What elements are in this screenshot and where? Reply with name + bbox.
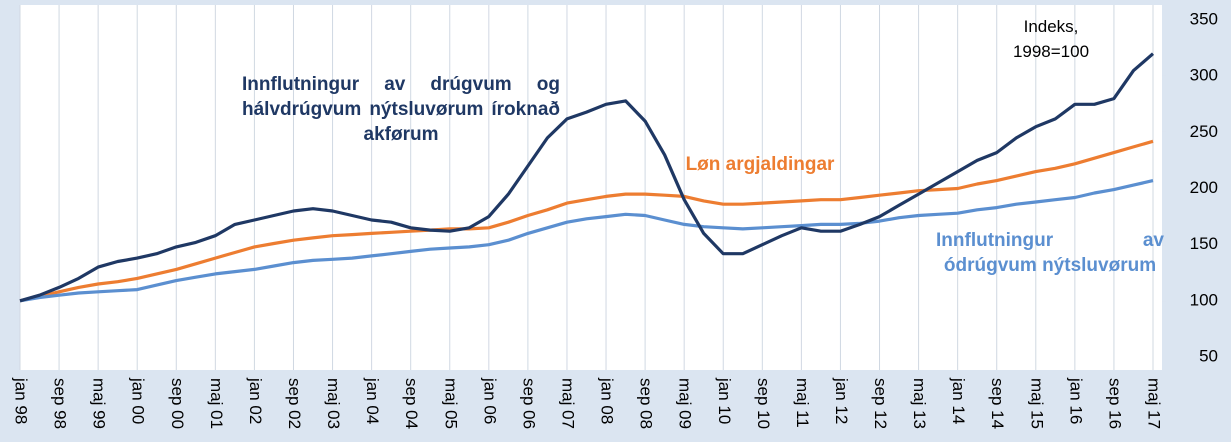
x-tick-label: sep 02: [285, 378, 304, 429]
series-label: Innflutningur av drúgvum og hálvdrúgvum …: [242, 74, 560, 145]
x-tick-label: sep 00: [168, 378, 187, 429]
x-tick-label: sep 04: [402, 378, 421, 429]
x-tick-label: maj 03: [324, 378, 343, 429]
x-tick-label: jan 08: [598, 377, 617, 424]
x-tick-label: maj 99: [90, 378, 109, 429]
x-tick-label: sep 98: [51, 378, 70, 429]
x-tick-label: maj 07: [558, 378, 577, 429]
y-tick-label: 150: [1190, 234, 1218, 253]
y-tick-label: 350: [1190, 9, 1218, 28]
x-tick-label: maj 05: [441, 378, 460, 429]
y-tick-label: 50: [1199, 346, 1218, 365]
y-tick-label: 250: [1190, 122, 1218, 141]
x-tick-label: jan 16: [1066, 377, 1085, 424]
annotation: Indeks, 1998=100: [1012, 17, 1090, 61]
y-tick-label: 100: [1190, 290, 1218, 309]
series-line: [19, 52, 1155, 303]
x-tick-label: jan 10: [715, 377, 734, 424]
x-tick-label: maj 11: [793, 378, 812, 428]
series-line: [19, 179, 1154, 303]
x-tick-label: maj 09: [676, 378, 695, 429]
series-line: [19, 139, 1154, 303]
x-tick-label: sep 12: [871, 378, 890, 429]
series-label: Innflutningur av ódrúgvum nýtsluvørum: [936, 230, 1164, 276]
x-tick-label: jan 98: [12, 377, 31, 424]
x-tick-label: sep 08: [637, 378, 656, 429]
x-tick-label: maj 13: [910, 378, 929, 429]
x-tick-label: jan 02: [246, 377, 265, 424]
x-tick-label: sep 10: [754, 378, 773, 429]
x-tick-label: maj 01: [207, 378, 226, 429]
x-tick-label: maj 17: [1145, 378, 1164, 429]
x-tick-label: jan 12: [832, 377, 851, 424]
x-tick-label: sep 06: [519, 378, 538, 429]
series-label: Løn argjaldingar: [685, 154, 835, 175]
x-tick-label: jan 14: [949, 377, 968, 424]
x-tick-label: maj 15: [1027, 378, 1046, 429]
plot-area: [20, 5, 1162, 370]
y-tick-label: 200: [1190, 178, 1218, 197]
x-tick-label: jan 00: [129, 377, 148, 424]
x-tick-label: jan 06: [480, 377, 499, 424]
x-tick-label: sep 14: [988, 378, 1007, 429]
x-tick-label: sep 16: [1105, 378, 1124, 429]
x-tick-label: jan 04: [363, 377, 382, 424]
y-tick-label: 300: [1190, 66, 1218, 85]
